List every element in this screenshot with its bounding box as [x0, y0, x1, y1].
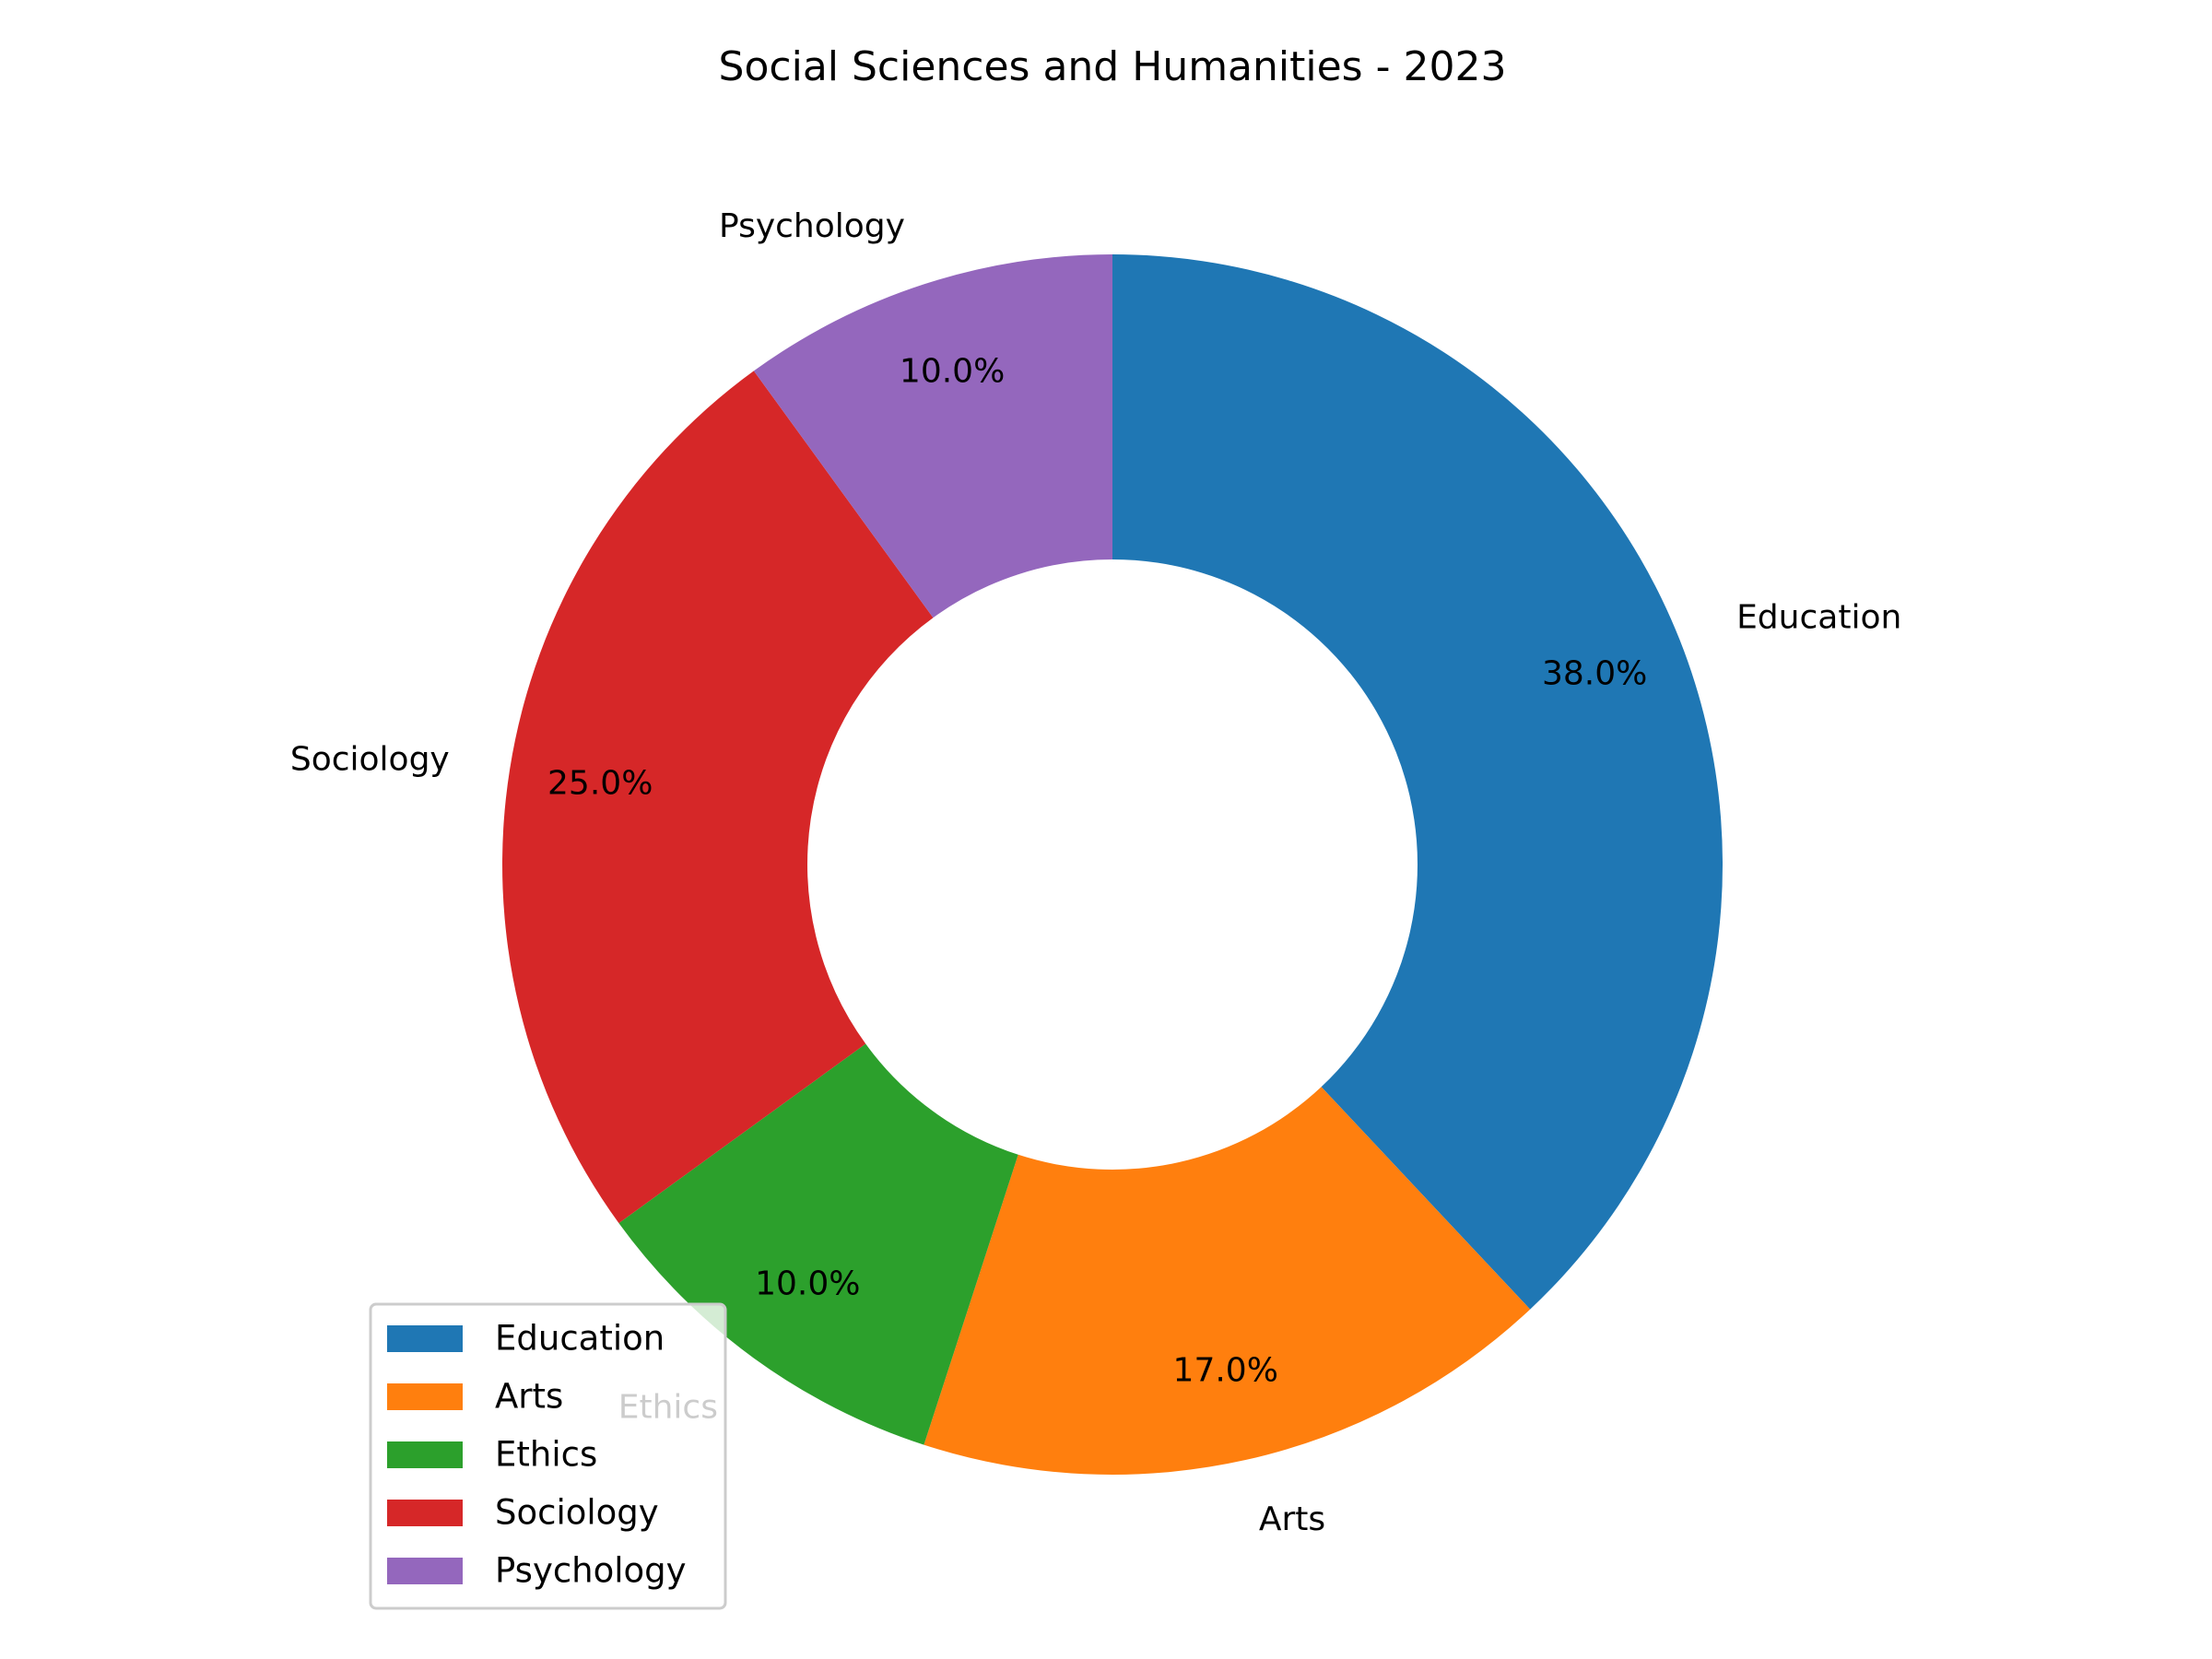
legend-swatch-education [387, 1325, 463, 1352]
slice-ethics [618, 1043, 1018, 1445]
slice-arts [924, 1087, 1531, 1475]
chart-title: Social Sciences and Humanities - 2023 [719, 43, 1507, 90]
pie-slices [502, 254, 1724, 1475]
legend-label-ethics: Ethics [495, 1435, 597, 1475]
slice-label-arts: Arts [1259, 1500, 1325, 1538]
legend-swatch-psychology [387, 1558, 463, 1584]
percent-label-sociology: 25.0% [547, 764, 653, 802]
legend-label-sociology: Sociology [495, 1493, 659, 1533]
percent-label-arts: 17.0% [1173, 1352, 1278, 1390]
legend-label-arts: Arts [495, 1377, 563, 1417]
legend-label-education: Education [495, 1319, 665, 1359]
slice-label-psychology: Psychology [719, 207, 905, 245]
percent-label-ethics: 10.0% [755, 1265, 860, 1303]
legend: Education Arts Ethics Sociology Psychology [369, 1302, 727, 1610]
slice-label-education: Education [1736, 598, 1901, 636]
legend-swatch-ethics [387, 1441, 463, 1468]
legend-swatch-arts [387, 1383, 463, 1410]
slice-label-sociology: Sociology [290, 741, 450, 779]
percent-labels: 38.0% 17.0% 10.0% 25.0% 10.0% [547, 352, 1647, 1389]
legend-label-psychology: Psychology [495, 1551, 687, 1591]
slice-sociology [502, 371, 934, 1224]
percent-label-psychology: 10.0% [900, 352, 1005, 390]
legend-frame [369, 1302, 727, 1610]
percent-label-education: 38.0% [1542, 654, 1647, 692]
slice-psychology [753, 254, 1112, 618]
legend-swatch-sociology [387, 1500, 463, 1526]
slice-education [1112, 254, 1724, 1310]
